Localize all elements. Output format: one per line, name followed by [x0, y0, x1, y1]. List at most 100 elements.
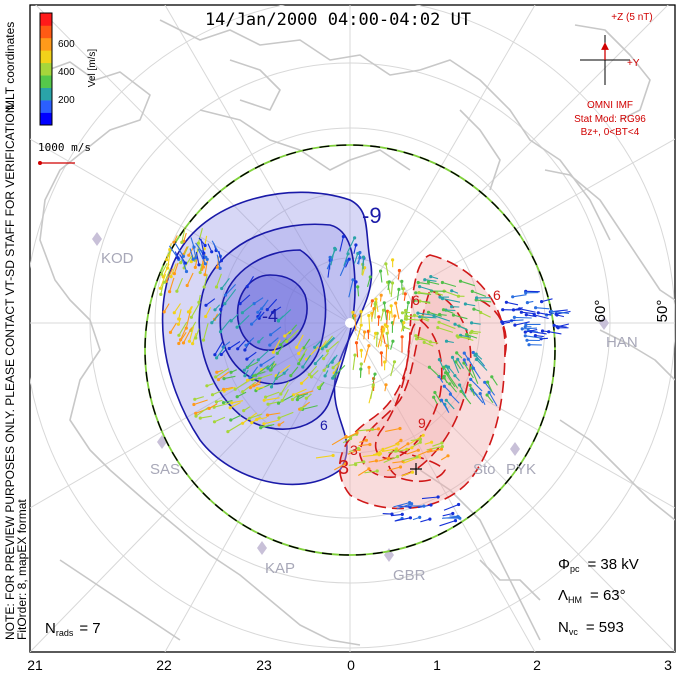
velocity-vector: [443, 290, 459, 297]
velocity-vector: [356, 324, 362, 341]
colorbar-cell: [40, 75, 52, 88]
velocity-vector: [203, 274, 208, 288]
velocity-vector: [224, 386, 236, 392]
velocity-vector: [395, 443, 409, 453]
velocity-vector: [246, 351, 257, 360]
velocity-vector: [249, 366, 259, 379]
velocity-vector: [433, 396, 438, 405]
velocity-vector: [353, 244, 357, 254]
velocity-vector: [427, 448, 442, 453]
velocity-vector: [512, 294, 527, 298]
contour-label: 3: [350, 442, 358, 458]
radar-labels: KOD SAS KAP GBR Sto PYK HAN: [101, 250, 638, 584]
velocity-vector: [178, 321, 188, 336]
velocity-vector: [173, 262, 179, 274]
colorbar-tick: 200: [58, 95, 75, 106]
velocity-vector: [530, 331, 547, 335]
velocity-vector: [218, 250, 222, 261]
velocity-vector: [358, 443, 370, 447]
velocity-vector: [250, 383, 261, 389]
velocity-vector: [216, 399, 223, 403]
velocity-vector: [314, 340, 322, 348]
velocity-vector: [206, 383, 214, 387]
contour-labels: -9 -4 3 6 6 9 6 3: [262, 203, 501, 479]
velocity-vector: [323, 364, 329, 371]
velocity-vector: [362, 267, 366, 276]
velocity-vector: [403, 293, 406, 301]
velocity-vector: [370, 384, 374, 399]
colorbar-cell: [40, 25, 52, 39]
velocity-vector: [379, 295, 382, 302]
velocity-vector: [220, 318, 232, 333]
velocity-vector: [472, 367, 481, 380]
velocity-vector: [271, 371, 280, 388]
velocity-vector: [278, 411, 294, 419]
velocity-vector: [491, 376, 498, 386]
velocity-vector: [420, 518, 431, 523]
velocity-vector: [258, 311, 265, 319]
velocity-vector: [323, 352, 329, 359]
velocity-vector: [267, 412, 281, 416]
velocity-vector: [178, 309, 182, 320]
velocity-vector: [406, 318, 420, 321]
velocity-vector: [472, 290, 487, 297]
velocity-vector: [475, 353, 483, 360]
velocity-vector: [181, 226, 186, 243]
velocity-vector: [390, 341, 394, 350]
velocity-vector: [333, 365, 346, 377]
extrema-markers: [410, 463, 422, 475]
velocity-vector: [442, 512, 453, 517]
colorbar-cell: [40, 13, 52, 26]
velocity-vector: [186, 272, 194, 286]
imf-source: OMNI IMF: [587, 100, 633, 111]
velocity-vector: [169, 277, 175, 292]
velocity-vector: [348, 279, 354, 298]
velocity-colorbar: 600 400 200 Vel [m/s]: [39, 12, 98, 126]
velocity-vector: [403, 326, 411, 330]
velocity-vector: [197, 228, 203, 244]
velocity-vector: [244, 369, 249, 376]
velocity-vector: [216, 254, 221, 269]
velocity-vector: [302, 354, 312, 368]
velocity-vector: [469, 385, 475, 397]
velocity-vector: [395, 302, 400, 320]
velocity-vector: [331, 436, 347, 446]
velocity-vector: [214, 304, 221, 311]
velocity-vector: [253, 380, 262, 387]
radar-label: KAP: [265, 560, 295, 577]
velocity-vector: [401, 471, 413, 477]
velocity-vector: [470, 367, 479, 385]
velocity-vector: [449, 383, 458, 393]
colorbar-cell: [40, 112, 52, 126]
velocity-vector: [421, 496, 439, 500]
velocity-vector: [463, 362, 474, 379]
velocity-vector: [476, 299, 492, 303]
velocity-vector: [348, 447, 359, 453]
velocity-vector: [418, 292, 431, 295]
velocity-vector: [412, 516, 420, 521]
velocity-vector: [267, 362, 274, 369]
velocity-vector: [373, 333, 377, 340]
velocity-vector: [195, 251, 200, 265]
latitude-label: 50°: [654, 300, 671, 323]
velocity-vector: [321, 336, 335, 350]
velocity-vector: [370, 300, 373, 308]
velocity-vector: [177, 317, 182, 325]
velocity-vector: [366, 276, 371, 288]
velocity-vector: [174, 242, 184, 257]
velocity-vector: [263, 419, 280, 425]
velocity-vector: [308, 365, 318, 376]
velocity-vector: [228, 341, 241, 349]
imf-panel: +Z (5 nT) +Y OMNI IMF Stat Mod: RG96 Bz+…: [574, 12, 653, 138]
velocity-vector: [436, 292, 444, 296]
vector-origin: [202, 285, 206, 289]
contour-label: 6: [493, 287, 501, 303]
velocity-vector: [383, 302, 388, 321]
velocity-vector: [525, 335, 543, 339]
velocity-vector: [441, 399, 450, 413]
imf-z-label: +Z (5 nT): [611, 12, 652, 23]
contour-label: 3: [338, 457, 349, 479]
velocity-vector: [213, 402, 231, 408]
vector-origin: [230, 401, 234, 405]
velocity-vector: [332, 361, 340, 369]
